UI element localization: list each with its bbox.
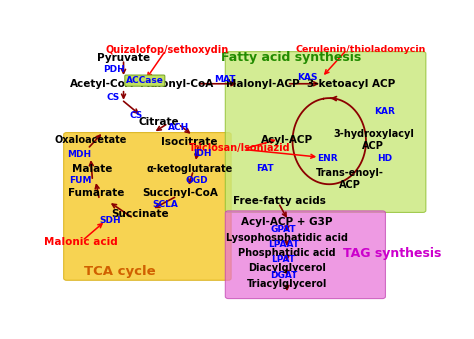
Text: Malate: Malate xyxy=(72,164,112,174)
Text: SCLA: SCLA xyxy=(153,200,179,209)
Text: Succinate: Succinate xyxy=(111,209,169,219)
Text: Acetyl-CoA: Acetyl-CoA xyxy=(70,79,134,89)
Text: Acyl-ACP: Acyl-ACP xyxy=(261,135,313,145)
Text: Fatty acid synthesis: Fatty acid synthesis xyxy=(220,51,361,64)
Text: MDH: MDH xyxy=(67,150,91,159)
Text: Fumarate: Fumarate xyxy=(68,188,124,198)
Text: Cerulenin/thioladomycin: Cerulenin/thioladomycin xyxy=(295,45,426,54)
Text: CS: CS xyxy=(107,93,120,102)
Text: Free-fatty acids: Free-fatty acids xyxy=(233,196,326,206)
Text: Phosphatidic acid: Phosphatidic acid xyxy=(238,247,336,258)
Text: KAS: KAS xyxy=(297,73,318,82)
FancyBboxPatch shape xyxy=(225,52,426,213)
Text: PDH: PDH xyxy=(103,65,125,74)
Text: KAR: KAR xyxy=(374,107,395,116)
Text: Quizalofop/sethoxydin: Quizalofop/sethoxydin xyxy=(106,45,229,55)
Text: FAT: FAT xyxy=(256,164,274,173)
Text: IDH: IDH xyxy=(193,149,212,158)
Text: OGD: OGD xyxy=(186,176,208,185)
FancyBboxPatch shape xyxy=(64,133,231,280)
Text: ACH: ACH xyxy=(168,123,189,132)
Text: LPAAT: LPAAT xyxy=(268,240,299,249)
Text: DGAT: DGAT xyxy=(270,271,297,280)
Text: CS: CS xyxy=(129,111,142,120)
Text: Citrate: Citrate xyxy=(138,117,179,126)
Text: ENR: ENR xyxy=(317,154,338,163)
Text: α-ketoglutarate: α-ketoglutarate xyxy=(146,164,233,174)
Text: TCA cycle: TCA cycle xyxy=(84,265,155,278)
Text: Trans-enoyl-
ACP: Trans-enoyl- ACP xyxy=(316,168,383,190)
Text: MAT: MAT xyxy=(215,75,236,84)
Text: Malonyl-CoA: Malonyl-CoA xyxy=(140,79,213,89)
Text: FUM: FUM xyxy=(69,176,92,185)
Text: Acyl-ACP + G3P: Acyl-ACP + G3P xyxy=(241,217,333,227)
Text: Triclosan/Isoniazid: Triclosan/Isoniazid xyxy=(189,143,290,153)
Text: ACCase: ACCase xyxy=(126,76,164,85)
Text: Malonic acid: Malonic acid xyxy=(45,237,118,247)
Text: Isocitrate: Isocitrate xyxy=(162,138,218,147)
Text: Triacylglycerol: Triacylglycerol xyxy=(247,279,327,289)
Text: Succinyl-CoA: Succinyl-CoA xyxy=(143,188,219,198)
Text: 3-ketoacyl ACP: 3-ketoacyl ACP xyxy=(307,79,395,89)
FancyBboxPatch shape xyxy=(225,211,385,299)
Text: Pyruvate: Pyruvate xyxy=(97,53,150,63)
Text: Malonyl-ACP: Malonyl-ACP xyxy=(226,79,300,89)
Text: Lysophosphatidic acid: Lysophosphatidic acid xyxy=(226,233,348,243)
Text: 3-hydroxylacyl
ACP: 3-hydroxylacyl ACP xyxy=(333,129,414,151)
Text: SDH: SDH xyxy=(99,216,121,225)
Text: TAG synthesis: TAG synthesis xyxy=(343,247,441,260)
Text: Oxaloacetate: Oxaloacetate xyxy=(55,135,127,145)
Text: HD: HD xyxy=(377,154,392,163)
Text: LPAT: LPAT xyxy=(271,256,295,264)
Text: Diacylglycerol: Diacylglycerol xyxy=(248,263,326,273)
Text: GPAT: GPAT xyxy=(271,225,296,234)
